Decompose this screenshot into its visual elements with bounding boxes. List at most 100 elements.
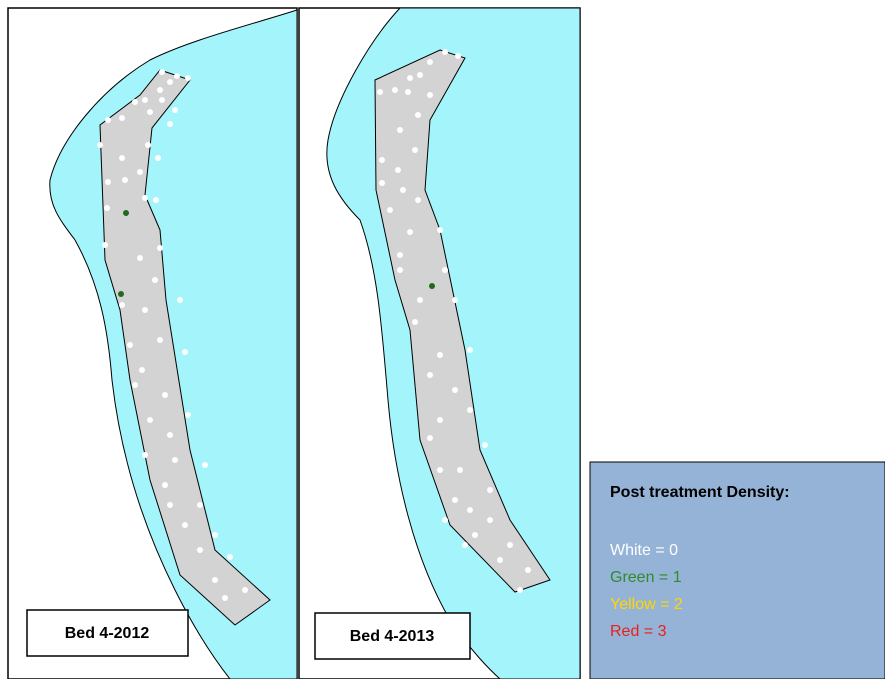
sample-dot — [132, 99, 138, 105]
sample-dot — [123, 210, 129, 216]
sample-dot — [467, 347, 473, 353]
sample-dot — [400, 187, 406, 193]
sample-dot — [525, 567, 531, 573]
panel-2012: Bed 4-2012 — [7, 7, 298, 679]
sample-dot — [167, 432, 173, 438]
sample-dot — [159, 69, 165, 75]
sample-dot — [405, 89, 411, 95]
sample-dot — [105, 117, 111, 123]
sample-dot — [417, 297, 423, 303]
sample-dot — [212, 532, 218, 538]
sample-dot — [452, 497, 458, 503]
legend: Post treatment Density: White = 0 Green … — [589, 461, 885, 679]
sample-dot — [157, 245, 163, 251]
sample-dot — [462, 542, 468, 548]
sample-dot — [242, 587, 248, 593]
sample-dot — [145, 142, 151, 148]
sample-dot — [397, 267, 403, 273]
sample-dot — [137, 169, 143, 175]
sample-dot — [197, 547, 203, 553]
sample-dot — [177, 297, 183, 303]
sample-dot — [142, 452, 148, 458]
sample-dot — [162, 392, 168, 398]
sample-dot — [152, 277, 158, 283]
sample-dot — [437, 417, 443, 423]
sample-dot — [119, 302, 125, 308]
sample-dot — [162, 482, 168, 488]
sample-dot — [202, 462, 208, 468]
sample-dot — [397, 127, 403, 133]
sample-dot — [147, 417, 153, 423]
sample-dot — [427, 59, 433, 65]
sample-dot — [455, 53, 461, 59]
sample-dot — [437, 467, 443, 473]
sample-dot — [379, 180, 385, 186]
panel-2013: Bed 4-2013 — [298, 7, 581, 679]
sample-dot — [185, 412, 191, 418]
sample-dot — [172, 107, 178, 113]
sample-points — [377, 49, 531, 593]
sample-dot — [497, 557, 503, 563]
sample-dot — [452, 297, 458, 303]
sample-dot — [415, 112, 421, 118]
sample-dot — [157, 87, 163, 93]
sample-dot — [427, 435, 433, 441]
legend-box — [589, 461, 885, 679]
sample-dot — [452, 387, 458, 393]
sample-dot — [442, 49, 448, 55]
sample-dot — [159, 97, 165, 103]
sample-dot — [155, 155, 161, 161]
label-box — [26, 609, 189, 657]
sample-dot — [119, 115, 125, 121]
legend-item: Red = 3 — [610, 623, 667, 640]
sample-dot — [392, 87, 398, 93]
sample-dot — [142, 307, 148, 313]
sample-dot — [487, 517, 493, 523]
sample-dot — [157, 337, 163, 343]
sample-dot — [104, 205, 110, 211]
sample-dot — [105, 179, 111, 185]
sample-dot — [119, 155, 125, 161]
sample-dot — [395, 167, 401, 173]
sample-dot — [429, 283, 435, 289]
sample-dot — [118, 291, 124, 297]
label-box — [314, 612, 471, 660]
legend-item: White = 0 — [610, 542, 678, 559]
sample-dot — [467, 407, 473, 413]
sample-dot — [407, 229, 413, 235]
sample-dot — [507, 542, 513, 548]
sample-dot — [182, 522, 188, 528]
sample-dot — [167, 121, 173, 127]
sample-dot — [174, 73, 180, 79]
sample-dot — [377, 89, 383, 95]
sample-dot — [102, 242, 108, 248]
sample-dot — [185, 75, 191, 81]
sample-dot — [412, 147, 418, 153]
panel-label: Bed 4-2012 — [65, 625, 150, 642]
sample-dot — [122, 177, 128, 183]
sample-dot — [153, 197, 159, 203]
sample-dot — [167, 502, 173, 508]
sample-dot — [227, 554, 233, 560]
sample-dot — [437, 227, 443, 233]
sample-dot — [167, 79, 173, 85]
sample-dot — [442, 517, 448, 523]
sample-dot — [487, 487, 493, 493]
sample-dot — [147, 109, 153, 115]
sample-dot — [467, 507, 473, 513]
sample-dot — [379, 157, 385, 163]
legend-title: Post treatment Density: — [610, 484, 790, 501]
sample-dot — [457, 467, 463, 473]
sample-dot — [139, 367, 145, 373]
sample-dot — [472, 532, 478, 538]
sample-dot — [142, 97, 148, 103]
sample-dot — [415, 197, 421, 203]
sample-dot — [172, 457, 178, 463]
sample-dot — [442, 267, 448, 273]
sample-dot — [427, 92, 433, 98]
sample-dot — [412, 319, 418, 325]
sample-dot — [127, 342, 133, 348]
sample-dot — [137, 255, 143, 261]
sample-dot — [387, 207, 393, 213]
